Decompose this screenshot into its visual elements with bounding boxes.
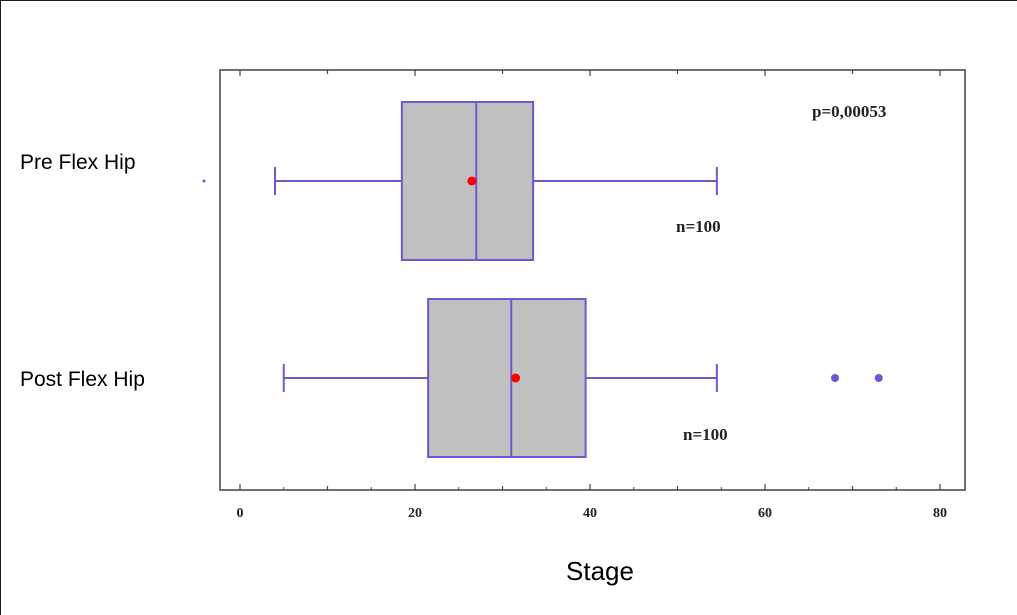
x-axis: 0 20 40 60 80	[237, 70, 947, 521]
stray-dot	[202, 179, 206, 183]
category-label: Post Flex Hip	[20, 368, 145, 391]
boxes: Pre Flex Hip n=100 Post Flex Hip n=100	[20, 101, 883, 458]
p-value-annotation: p=0,00053	[812, 102, 886, 121]
n-label: n=100	[676, 217, 721, 236]
outlier-point	[831, 374, 839, 382]
plot-area	[202, 69, 966, 491]
iqr-box	[427, 298, 587, 458]
n-label: n=100	[683, 425, 728, 444]
category-label: Pre Flex Hip	[20, 151, 136, 174]
box-group: Pre Flex Hip n=100	[20, 101, 721, 261]
x-tick-label: 0	[237, 506, 244, 521]
x-tick-label: 20	[408, 506, 422, 521]
box-group: Post Flex Hip n=100	[20, 298, 883, 458]
mean-marker	[467, 176, 477, 186]
x-tick-label: 80	[933, 506, 947, 521]
plot-border	[219, 69, 966, 491]
mean-marker	[511, 373, 521, 383]
outlier-point	[874, 374, 883, 382]
x-axis-title: Stage	[566, 556, 634, 586]
x-tick-label: 40	[583, 506, 597, 521]
x-tick-label: 60	[758, 506, 772, 521]
